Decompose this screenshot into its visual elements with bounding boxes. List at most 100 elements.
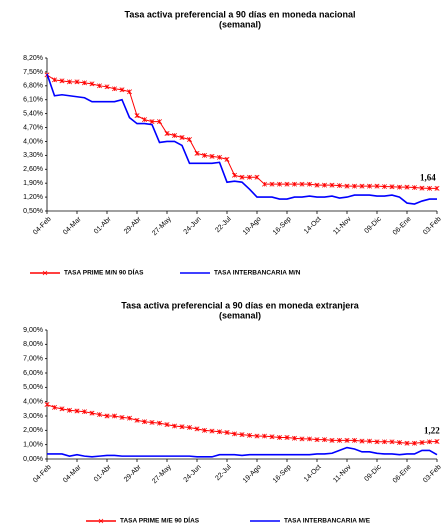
y-tick-label: 2,60%: [23, 166, 43, 173]
x-tick-label: 19-Ago: [242, 464, 263, 485]
point-marker: [149, 119, 155, 125]
point-marker: [284, 181, 290, 187]
point-marker: [232, 172, 237, 178]
point-marker: [202, 152, 207, 158]
chart-subtitle: (semanal): [219, 19, 261, 29]
y-tick-label: 8,20%: [23, 55, 43, 62]
point-marker: [434, 185, 440, 191]
point-marker: [179, 134, 185, 140]
x-tick-label: 01-Abr: [93, 215, 113, 235]
point-marker: [127, 89, 132, 95]
point-marker: [239, 432, 245, 438]
y-tick-label: 7,50%: [23, 69, 43, 76]
point-marker: [67, 79, 72, 85]
x-tick-label: 19-Ago: [242, 216, 263, 237]
point-marker: [352, 437, 357, 443]
point-marker: [404, 440, 410, 446]
point-marker: [239, 174, 245, 180]
y-tick-label: 9,00%: [23, 327, 43, 334]
y-tick-label: 1,90%: [23, 180, 43, 187]
point-marker: [209, 428, 215, 434]
x-tick-label: 09-Dic: [363, 215, 383, 235]
point-marker: [89, 81, 95, 87]
y-tick-label: 8,00%: [23, 341, 43, 348]
point-marker: [427, 185, 432, 191]
point-marker: [82, 80, 87, 86]
x-tick-label: 06-Ene: [392, 216, 413, 237]
annotation: 1,22: [424, 426, 440, 436]
point-marker: [314, 182, 320, 188]
point-marker: [412, 440, 417, 446]
point-marker: [262, 181, 267, 187]
point-marker: [314, 437, 320, 443]
x-tick-label: 24-Jun: [183, 216, 203, 236]
point-marker: [307, 436, 312, 442]
point-marker: [209, 153, 215, 159]
x-tick-label: 01-Abr: [93, 463, 113, 483]
point-marker: [247, 432, 252, 438]
point-marker: [329, 182, 335, 188]
point-marker: [367, 438, 372, 444]
point-marker: [374, 183, 380, 189]
x-tick-label: 06-Ene: [392, 464, 413, 485]
x-tick-label: 04-Feb: [32, 464, 53, 485]
point-marker: [217, 154, 222, 160]
point-marker: [89, 410, 95, 416]
point-marker: [344, 437, 350, 443]
point-marker: [254, 174, 260, 180]
point-marker: [344, 183, 350, 189]
point-marker: [194, 426, 200, 432]
x-tick-label: 11-Nov: [332, 215, 353, 236]
y-tick-label: 0,50%: [23, 208, 43, 215]
point-marker: [427, 439, 432, 445]
x-tick-label: 09-Dic: [363, 463, 383, 483]
legend-marker: [98, 518, 104, 524]
point-marker: [179, 424, 185, 430]
point-marker: [232, 431, 237, 437]
y-tick-label: 2,00%: [23, 427, 43, 434]
point-marker: [374, 439, 380, 445]
point-marker: [269, 181, 275, 187]
point-marker: [59, 406, 65, 412]
y-tick-label: 5,40%: [23, 110, 43, 117]
point-marker: [97, 412, 102, 418]
y-tick-label: 5,00%: [23, 384, 43, 391]
legend-label: TASA INTERBANCARIA M/E: [284, 518, 371, 525]
point-marker: [59, 78, 65, 84]
x-tick-label: 29-Abr: [123, 463, 143, 483]
point-marker: [404, 184, 410, 190]
chart-title: Tasa activa preferencial a 90 días en mo…: [125, 9, 356, 19]
point-marker: [164, 422, 170, 428]
point-marker: [134, 113, 140, 119]
legend-label: TASA INTERBANCARIA M/N: [214, 270, 301, 277]
point-marker: [74, 79, 80, 85]
point-marker: [262, 433, 267, 439]
y-tick-label: 7,00%: [23, 356, 43, 363]
x-tick-label: 24-Jun: [183, 464, 203, 484]
point-marker: [119, 87, 125, 93]
y-tick-label: 6,80%: [23, 83, 43, 90]
point-marker: [74, 408, 80, 414]
x-tick-label: 22-Jul: [214, 463, 233, 482]
x-tick-label: 16-Sep: [272, 464, 293, 485]
point-marker: [419, 185, 425, 191]
point-marker: [127, 415, 132, 421]
point-marker: [142, 117, 147, 123]
point-marker: [352, 183, 357, 189]
point-marker: [322, 437, 327, 443]
legend-label: TASA PRIME M/N 90 DÍAS: [64, 268, 144, 277]
point-marker: [112, 413, 117, 419]
y-tick-label: 6,10%: [23, 97, 43, 104]
chart-title: Tasa activa preferencial a 90 días en mo…: [121, 300, 359, 310]
point-marker: [247, 174, 252, 180]
point-marker: [187, 136, 192, 142]
point-marker: [299, 181, 305, 187]
point-marker: [434, 439, 440, 444]
point-marker: [329, 437, 335, 443]
point-marker: [172, 423, 177, 429]
point-marker: [217, 429, 222, 435]
y-tick-label: 3,30%: [23, 152, 43, 159]
y-tick-label: 0,00%: [23, 456, 43, 463]
point-marker: [382, 439, 387, 445]
